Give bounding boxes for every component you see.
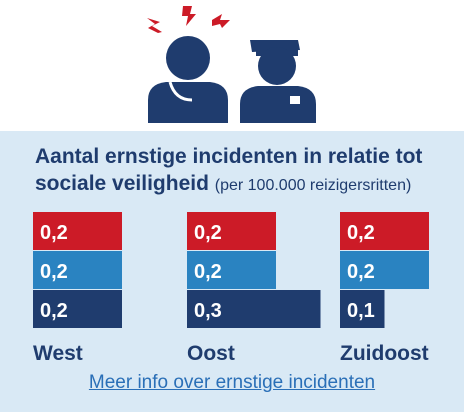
- bar-zuidoost-2: [340, 251, 429, 289]
- chart-title-main: Aantal ernstige incidenten in relatie to…: [35, 145, 423, 195]
- bar-zuidoost-1: [340, 212, 429, 250]
- chart-subtitle: (per 100.000 reizigersritten): [214, 177, 412, 194]
- chart-title: Aantal ernstige incidenten in relatie to…: [35, 143, 455, 199]
- illustration: [147, 6, 316, 123]
- bar-west-2: [33, 251, 122, 289]
- category-label-oost: Oost: [187, 342, 235, 365]
- bar-oost-3: [187, 290, 321, 328]
- bar-value-label: 0,2: [40, 261, 68, 283]
- bar-oost-1: [187, 212, 276, 250]
- more-info-link[interactable]: Meer info over ernstige incidenten: [88, 372, 376, 393]
- bar-value-label: 0,2: [40, 300, 68, 322]
- bar-value-label: 0,2: [40, 222, 68, 244]
- alarmed-passenger-icon: [147, 6, 230, 123]
- bar-oost-2: [187, 251, 276, 289]
- bar-value-label: 0,2: [194, 222, 222, 244]
- category-label-zuidoost: Zuidoost: [340, 342, 429, 365]
- bar-value-label: 0,2: [194, 261, 222, 283]
- conductor-icon: [240, 40, 316, 123]
- bar-value-label: 0,2: [347, 261, 375, 283]
- category-label-west: West: [33, 342, 83, 365]
- bar-value-label: 0,2: [347, 222, 375, 244]
- bar-value-label: 0,3: [194, 300, 222, 322]
- bar-west-1: [33, 212, 122, 250]
- bar-value-label: 0,1: [347, 300, 375, 322]
- bar-west-3: [33, 290, 122, 328]
- bar-zuidoost-3: [340, 290, 385, 328]
- illustration-area: [0, 0, 464, 131]
